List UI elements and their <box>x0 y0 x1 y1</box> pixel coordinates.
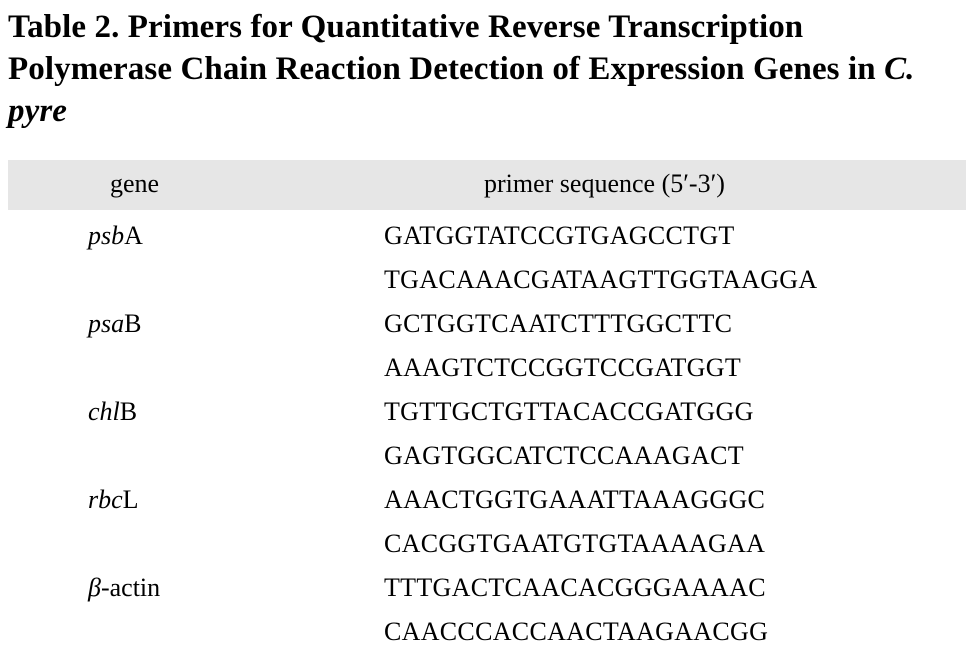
sequence-cell: GAGTGGCATCTCCAAAGACT <box>384 441 744 470</box>
table-row: psaB GCTGGTCAATCTTTGGCTTC <box>8 305 966 349</box>
sequence-cell: CAACCCACCAACTAAGAACGG <box>384 617 769 646</box>
gene-cell: chlB <box>88 397 137 427</box>
table-row: β-actin TTTGACTCAACACGGGAAAAC <box>8 569 966 613</box>
gene-italic: psb <box>88 221 125 250</box>
gene-plain: -actin <box>100 573 161 602</box>
caption-species: C. pyre <box>8 51 915 129</box>
table-caption: Table 2. Primers for Quantitative Revers… <box>8 6 968 132</box>
table-row: TGACAAACGATAAGTTGGTAAGGA <box>8 261 966 305</box>
sequence-cell: GATGGTATCCGTGAGCCTGT <box>384 221 735 250</box>
table-row: AAAGTCTCCGGTCCGATGGT <box>8 349 966 393</box>
primer-table: gene primer sequence (5′-3′) psbA GATGGT… <box>8 160 966 657</box>
gene-italic: psa <box>88 309 125 338</box>
table-row: chlB TGTTGCTGTTACACCGATGGG <box>8 393 966 437</box>
table-header-row: gene primer sequence (5′-3′) <box>8 160 966 210</box>
table-row: GAGTGGCATCTCCAAAGACT <box>8 437 966 481</box>
sequence-cell: TGTTGCTGTTACACCGATGGG <box>384 397 754 426</box>
table-row: psbA GATGGTATCCGTGAGCCTGT <box>8 217 966 261</box>
header-gene: gene <box>110 169 160 198</box>
table-row: CAACCCACCAACTAAGAACGG <box>8 613 966 657</box>
sequence-cell: GCTGGTCAATCTTTGGCTTC <box>384 309 733 338</box>
gene-cell: psaB <box>88 309 141 339</box>
gene-plain: A <box>124 221 143 250</box>
gene-cell: psbA <box>88 221 143 251</box>
caption-title: Table 2. Primers for Quantitative Revers… <box>8 9 885 87</box>
sequence-cell: TGACAAACGATAAGTTGGTAAGGA <box>384 265 818 294</box>
table-row: rbcL AAACTGGTGAAATTAAAGGGC <box>8 481 966 525</box>
gene-italic: β <box>88 573 101 602</box>
sequence-cell: TTTGACTCAACACGGGAAAAC <box>384 573 766 602</box>
sequence-cell: CACGGTGAATGTGTAAAAGAA <box>384 529 766 558</box>
table-body: psbA GATGGTATCCGTGAGCCTGT TGACAAACGATAAG… <box>8 210 966 657</box>
gene-plain: L <box>122 485 139 514</box>
gene-plain: B <box>124 309 142 338</box>
sequence-cell: AAACTGGTGAAATTAAAGGGC <box>384 485 766 514</box>
header-primer-sequence: primer sequence (5′-3′) <box>484 169 725 198</box>
gene-plain: B <box>119 397 138 426</box>
table-row: CACGGTGAATGTGTAAAAGAA <box>8 525 966 569</box>
gene-italic: rbc <box>88 485 123 514</box>
gene-italic: chl <box>88 397 120 426</box>
gene-cell: rbcL <box>88 485 139 515</box>
sequence-cell: AAAGTCTCCGGTCCGATGGT <box>384 353 741 382</box>
gene-cell: β-actin <box>88 573 160 603</box>
